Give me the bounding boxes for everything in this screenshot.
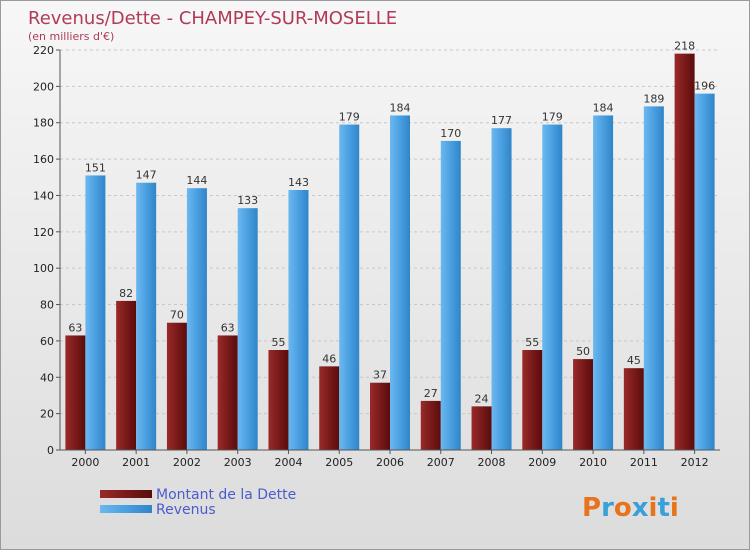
logo-letter: P [582,493,601,523]
logo-letter: t [657,493,669,523]
data-label-debt: 63 [221,321,235,334]
bar-revenus [288,190,309,450]
y-tick-label: 20 [40,408,54,421]
bar-revenus [643,106,664,450]
bar-revenus [491,128,512,450]
legend-swatch-revenus [100,505,152,513]
x-tick-label: 2000 [71,456,99,469]
data-label-revenus: 151 [85,161,106,174]
y-tick-label: 120 [33,226,54,239]
data-label-debt: 24 [475,392,489,405]
bar-revenus [186,188,207,450]
data-label-debt: 55 [525,336,539,349]
data-label-revenus: 133 [237,194,258,207]
bar-revenus [694,93,715,451]
bar-debt [319,366,340,450]
y-tick-label: 180 [33,117,54,130]
bar-revenus [440,140,461,450]
bar-revenus [390,115,410,451]
bar-revenus [85,175,106,451]
x-tick-label: 2009 [528,456,556,469]
proxiti-logo: Proxiti [582,493,679,523]
bar-debt [217,335,238,450]
x-tick-label: 2004 [274,456,302,469]
data-label-revenus: 143 [288,176,309,189]
data-label-debt: 45 [627,354,641,367]
bar-debt [573,359,594,450]
bar-debt [471,406,492,450]
chart-subtitle: (en milliers d'€) [28,30,114,43]
x-tick-label: 2003 [224,456,252,469]
y-tick-label: 160 [33,153,54,166]
data-label-revenus: 177 [491,114,512,127]
logo-letter: r [601,493,614,523]
data-label-revenus: 144 [186,174,207,187]
bar-revenus [237,208,258,450]
legend-swatch-debt [100,490,152,498]
y-tick-label: 220 [33,44,54,57]
x-tick-label: 2010 [579,456,607,469]
x-tick-label: 2007 [427,456,455,469]
x-tick-label: 2011 [630,456,658,469]
data-label-debt: 27 [424,387,438,400]
chart-title: Revenus/Dette - CHAMPEY-SUR-MOSELLE [28,8,397,29]
y-tick-label: 200 [33,80,54,93]
y-tick-label: 100 [33,262,54,275]
data-labels: 63 151 82 147 70 144 63 133 55 143 46 179 37 184 27 170… [68,40,715,406]
logo-letter: x [632,493,649,523]
data-label-debt: 218 [674,40,695,53]
bar-revenus [542,124,563,450]
bar-debt [623,368,644,450]
bar-revenus [136,182,157,450]
data-label-revenus: 196 [694,80,715,93]
bar-debt [116,300,137,450]
logo-letter: i [649,493,658,523]
legend-label-revenus: Revenus [156,502,216,518]
x-tick-label: 2001 [122,456,150,469]
bar-debt [522,350,543,450]
axes: 0 20 40 60 80 100 120 140 160 180 200 220 2000 2001 20… [33,44,720,469]
data-label-revenus: 184 [593,101,614,114]
data-label-debt: 63 [68,321,82,334]
y-tick-label: 80 [40,299,54,312]
bar-debt [65,335,86,450]
legend-label-debt: Montant de la Dette [156,487,296,503]
x-tick-label: 2002 [173,456,201,469]
bars [65,53,715,451]
data-label-revenus: 179 [542,111,563,124]
y-tick-label: 140 [33,189,54,202]
data-label-revenus: 170 [440,127,461,140]
legend: Montant de la Dette Revenus [100,487,296,518]
data-label-debt: 55 [271,336,285,349]
x-tick-label: 2012 [681,456,709,469]
y-tick-label: 40 [40,371,54,384]
x-tick-label: 2006 [376,456,404,469]
data-label-debt: 82 [119,287,133,300]
logo-letter: o [614,493,632,523]
data-label-debt: 37 [373,369,387,382]
data-label-debt: 50 [576,345,590,358]
logo-letter: i [670,493,679,523]
data-label-debt: 70 [170,309,184,322]
bar-debt [420,400,441,450]
bar-revenus [339,124,360,450]
bar-debt [166,322,187,450]
bar-debt [674,53,695,451]
y-tick-label: 60 [40,335,54,348]
data-label-debt: 46 [322,352,336,365]
bar-debt [370,382,390,450]
x-tick-label: 2005 [325,456,353,469]
bar-debt [268,350,289,450]
data-label-revenus: 189 [643,92,664,105]
y-tick-label: 0 [47,444,54,457]
data-label-revenus: 147 [136,169,157,182]
x-tick-label: 2008 [478,456,506,469]
data-label-revenus: 184 [390,101,411,114]
bar-revenus [593,115,614,451]
data-label-revenus: 179 [339,111,360,124]
